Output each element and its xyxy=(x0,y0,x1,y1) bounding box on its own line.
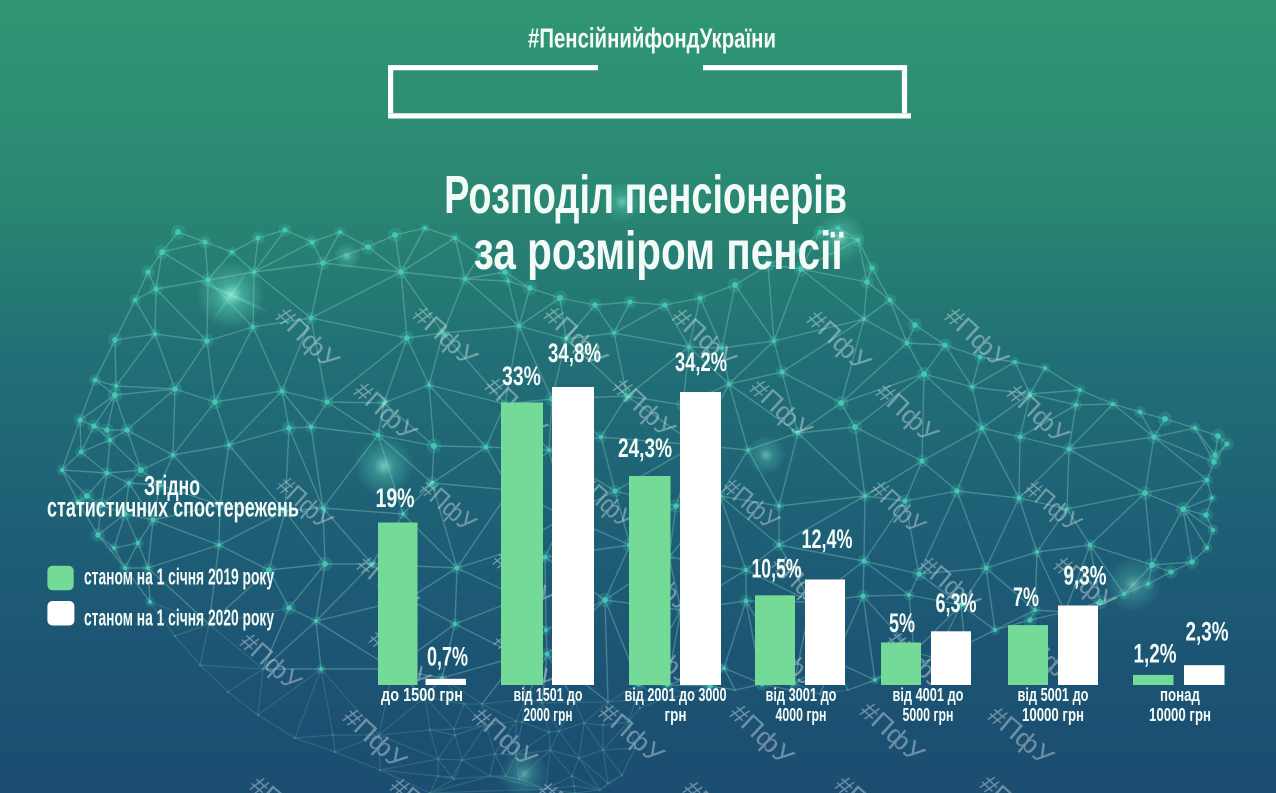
svg-text:#ПенсійнийфондУкраїни: #ПенсійнийфондУкраїни xyxy=(528,23,776,54)
svg-text:7%: 7% xyxy=(1013,582,1039,612)
svg-text:24,3%: 24,3% xyxy=(618,433,672,463)
svg-text:Розподіл пенсіонерів: Розподіл пенсіонерів xyxy=(444,165,847,225)
svg-text:2,3%: 2,3% xyxy=(1186,617,1229,647)
svg-text:до 1500 грн: до 1500 грн xyxy=(381,684,463,705)
svg-text:5%: 5% xyxy=(889,608,915,638)
svg-text:за розміром пенсії: за розміром пенсії xyxy=(474,221,844,281)
svg-text:статистичних спостережень: статистичних спостережень xyxy=(47,492,299,523)
svg-text:Згідно: Згідно xyxy=(144,470,200,501)
svg-text:19%: 19% xyxy=(376,483,415,513)
svg-text:від 3001 до: від 3001 до xyxy=(766,684,837,705)
svg-text:34,2%: 34,2% xyxy=(675,347,727,377)
svg-text:33%: 33% xyxy=(502,361,541,391)
svg-text:12,4%: 12,4% xyxy=(802,524,853,554)
svg-text:9,3%: 9,3% xyxy=(1064,561,1107,591)
svg-text:10000 грн: 10000 грн xyxy=(1149,704,1211,725)
svg-text:10,5%: 10,5% xyxy=(752,554,802,584)
svg-text:4000 грн: 4000 грн xyxy=(776,704,827,725)
svg-text:від 2001 до 3000: від 2001 до 3000 xyxy=(625,684,727,705)
svg-text:станом на 1 січня 2019 року: станом на 1 січня 2019 року xyxy=(84,564,274,590)
svg-text:34,8%: 34,8% xyxy=(548,338,601,368)
svg-text:грн: грн xyxy=(665,704,687,725)
svg-text:від 1501 до: від 1501 до xyxy=(514,684,583,705)
svg-text:станом на 1 січня 2020 року: станом на 1 січня 2020 року xyxy=(84,605,274,631)
svg-text:1,2%: 1,2% xyxy=(1134,639,1177,669)
svg-text:від 4001 до: від 4001 до xyxy=(893,684,964,705)
svg-text:2000 грн: 2000 грн xyxy=(524,704,573,725)
svg-text:0,7%: 0,7% xyxy=(427,642,468,672)
svg-text:5000 грн: 5000 грн xyxy=(903,704,954,725)
svg-text:понад: понад xyxy=(1160,684,1200,705)
svg-text:від 5001 до: від 5001 до xyxy=(1018,684,1089,705)
svg-text:6,3%: 6,3% xyxy=(936,588,977,618)
svg-text:10000 грн: 10000 грн xyxy=(1022,704,1084,725)
